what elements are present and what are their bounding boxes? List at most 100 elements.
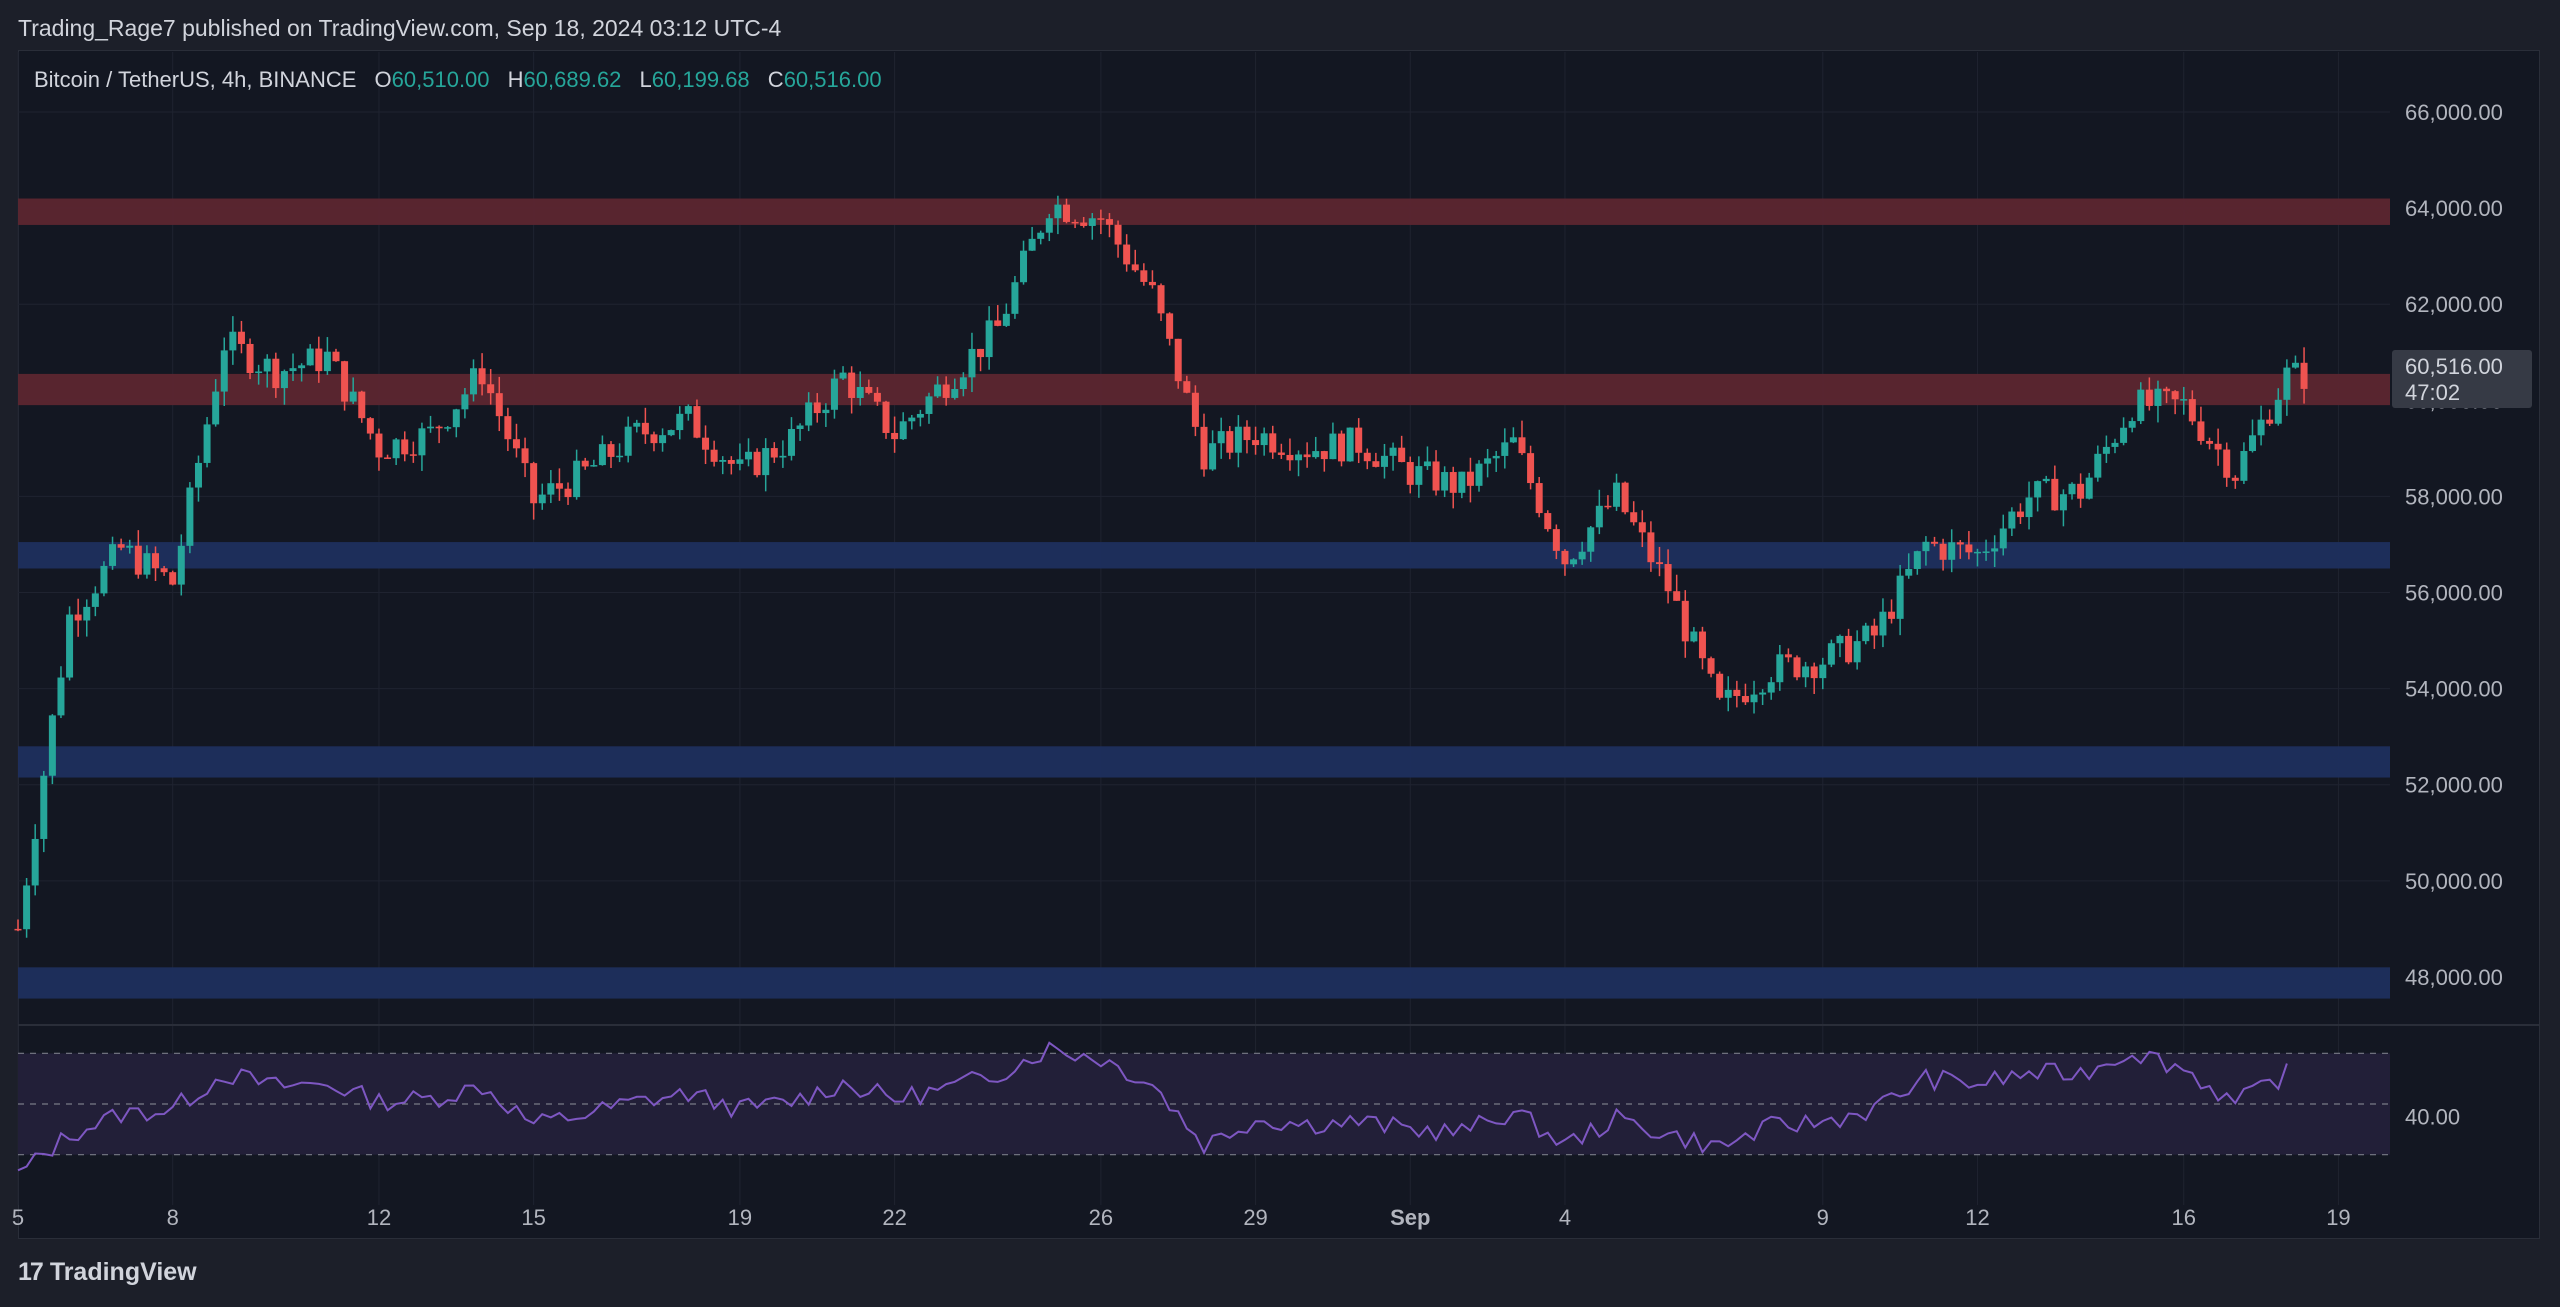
candle — [504, 407, 512, 452]
candle — [143, 545, 151, 579]
chart-frame[interactable] — [18, 50, 2540, 1239]
candle — [624, 416, 632, 463]
candle — [1767, 676, 1775, 700]
candle — [469, 359, 477, 402]
candle — [409, 441, 417, 463]
candle-body — [177, 545, 185, 585]
candle-body — [942, 384, 950, 398]
candle-body — [2059, 494, 2067, 511]
candle — [366, 417, 374, 440]
candle — [865, 379, 873, 395]
candle-body — [74, 614, 82, 621]
candle — [1956, 540, 1964, 559]
candle-body — [564, 488, 572, 498]
candle-body — [487, 384, 495, 394]
price-tick-label: 52,000.00 — [2405, 773, 2503, 798]
candle — [899, 412, 907, 441]
candle — [1432, 450, 1440, 496]
candle — [349, 377, 357, 405]
candle — [753, 448, 761, 478]
candle-body — [2300, 362, 2308, 389]
candle — [530, 461, 538, 520]
candle-body — [298, 365, 306, 369]
candle-body — [14, 928, 22, 931]
time-tick-label: 19 — [2326, 1205, 2350, 1230]
candle — [1759, 689, 1767, 705]
symbol-name: Bitcoin / TetherUS, 4h, BINANCE — [34, 67, 357, 92]
candle-body — [779, 455, 787, 458]
candle-body — [280, 371, 288, 389]
candle — [2257, 405, 2265, 446]
candle — [1630, 501, 1638, 526]
candle — [1501, 428, 1509, 469]
candle — [547, 470, 555, 504]
candle-body — [1638, 522, 1646, 533]
candle-body — [1097, 218, 1105, 220]
support-zone — [18, 746, 2390, 778]
candle-body — [1613, 482, 1621, 507]
candle-body — [134, 545, 142, 575]
bar-countdown: 47:02 — [2405, 380, 2460, 405]
candle-body — [1827, 643, 1835, 665]
candle — [1879, 598, 1887, 648]
candle-body — [1080, 222, 1088, 226]
candle-body — [1054, 204, 1062, 219]
candle — [461, 388, 469, 419]
candle-body — [2008, 511, 2016, 529]
candle-body — [925, 396, 933, 414]
candle — [2025, 481, 2033, 530]
candle-body — [306, 348, 314, 366]
candle-body — [1484, 458, 1492, 464]
candle-body — [418, 428, 426, 456]
candle — [959, 372, 967, 397]
price-axis[interactable]: 66,000.0064,000.0062,000.0060,000.0058,0… — [2405, 100, 2503, 990]
candle — [31, 824, 39, 896]
candle-body — [1380, 455, 1388, 467]
candle-body — [2206, 440, 2214, 444]
candle-body — [916, 413, 924, 418]
candle — [134, 530, 142, 579]
candle-body — [1647, 532, 1655, 563]
time-axis[interactable]: 5 8 12 15 19 22 26 29 Sep 4 9 12 16 19 — [12, 1205, 2351, 1230]
candle-body — [1389, 447, 1397, 456]
candle-body — [409, 454, 417, 456]
candle — [14, 919, 22, 932]
candle-body — [478, 368, 486, 385]
candle — [375, 428, 383, 471]
publisher-line: Trading_Rage7 published on TradingView.c… — [18, 15, 782, 41]
candle-body — [590, 465, 598, 467]
candle-body — [1776, 654, 1784, 683]
candle — [977, 348, 985, 372]
candle-body — [186, 487, 194, 546]
candle — [1380, 443, 1388, 479]
candle-body — [263, 358, 271, 372]
price-tick-label: 64,000.00 — [2405, 196, 2503, 221]
candle — [2077, 473, 2085, 508]
candle — [1595, 489, 1603, 535]
candle-body — [1707, 658, 1715, 674]
candle — [57, 666, 65, 719]
candle — [1484, 448, 1492, 478]
candle — [2214, 428, 2222, 466]
candle — [908, 414, 916, 430]
candle-body — [1295, 454, 1303, 461]
candle-body — [315, 348, 323, 372]
resistance-zone — [18, 373, 2390, 406]
candle-body — [985, 320, 993, 358]
candle-body — [1681, 600, 1689, 642]
candle — [1406, 456, 1414, 494]
candle — [736, 443, 744, 471]
candle — [1200, 413, 1208, 477]
candle — [2120, 417, 2128, 446]
candle-body — [495, 393, 503, 417]
candle-body — [848, 372, 856, 398]
candle-body — [2111, 442, 2119, 447]
candle-body — [1123, 244, 1131, 265]
candle — [684, 404, 692, 421]
candle-body — [2248, 435, 2256, 452]
candle — [2180, 386, 2188, 415]
tradingview-brand[interactable]: 17 TradingView — [18, 1258, 197, 1287]
candle-body — [1991, 548, 1999, 552]
candle — [1827, 639, 1835, 668]
